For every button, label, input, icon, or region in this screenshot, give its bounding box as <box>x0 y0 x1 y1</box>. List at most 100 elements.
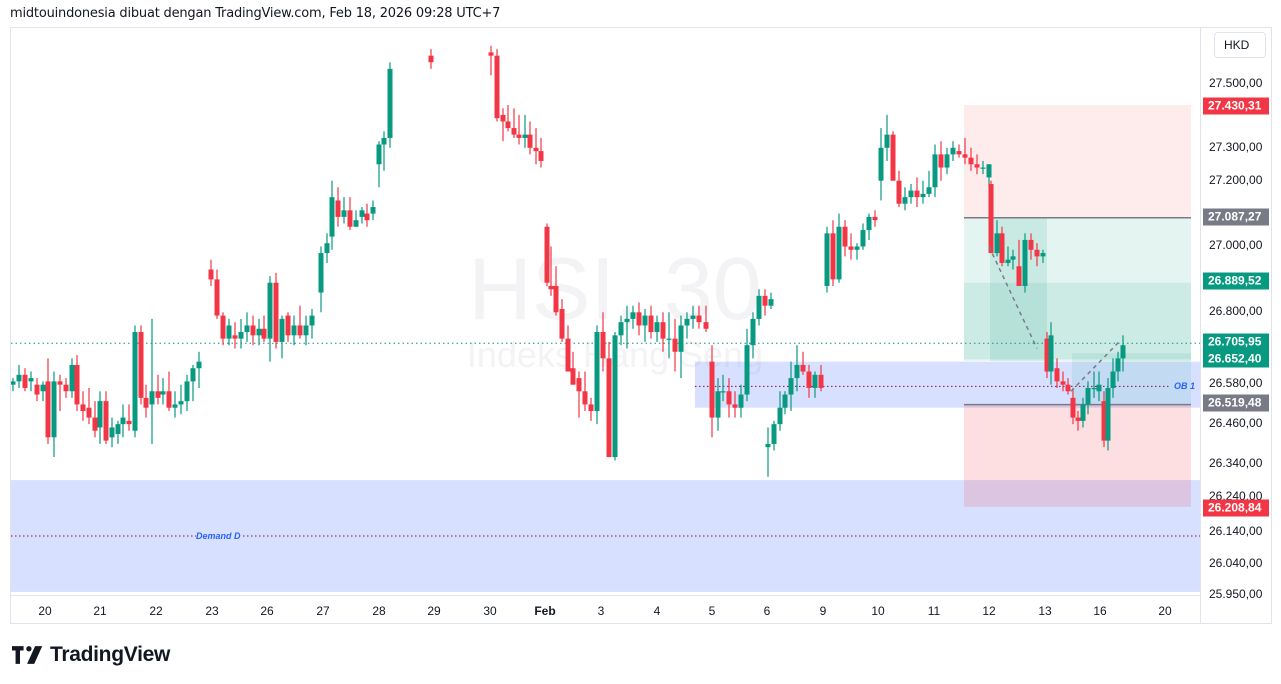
projection-arrow-up <box>1070 341 1120 392</box>
candle-body <box>172 404 178 408</box>
candle-body <box>196 361 202 369</box>
candle-body <box>1040 253 1046 257</box>
candle-body <box>1070 397 1076 418</box>
price-tag: 26.208,84 <box>1203 499 1269 517</box>
time-axis[interactable]: 20 21 22 23 26 27 28 29 30 Feb 3 4 5 6 9 10 11 12 13 16 20 <box>11 595 1200 623</box>
candle-body <box>926 187 932 194</box>
candle-body <box>527 134 533 148</box>
profit-bar-highlight-2 <box>1072 353 1191 405</box>
candle-body <box>690 315 696 319</box>
candle-body <box>261 328 267 339</box>
candle-body <box>347 210 353 227</box>
candle-body <box>184 381 190 402</box>
candle-body <box>999 233 1005 263</box>
candle-body <box>80 404 86 411</box>
candle-body <box>824 233 830 286</box>
candle-body <box>908 190 914 198</box>
time-tick: 23 <box>205 604 219 618</box>
candle-body <box>612 335 618 458</box>
candle-body <box>538 151 544 161</box>
price-tag: 26.652,40 <box>1203 350 1269 368</box>
tradingview-logo[interactable]: TradingView <box>12 643 170 667</box>
time-tick: 26 <box>260 604 274 618</box>
price-tag: 26.519,48 <box>1203 394 1269 412</box>
chart-container[interactable]: HSI, 30 Indeks Hang Seng Demand D OB 1 H… <box>10 27 1272 624</box>
candle-body <box>678 325 684 352</box>
time-tick: 21 <box>93 604 107 618</box>
candle-body <box>606 358 612 458</box>
candle-body <box>788 378 794 395</box>
candle-body <box>570 368 576 385</box>
candle-body <box>103 401 109 441</box>
currency-selector[interactable]: HKD <box>1214 32 1266 58</box>
candle-body <box>533 147 539 152</box>
candle-body <box>624 318 630 323</box>
candle-body <box>220 315 226 339</box>
candle-body <box>986 164 992 178</box>
candle-body <box>559 309 565 339</box>
candle-body <box>500 114 506 122</box>
candle-body <box>1110 371 1116 388</box>
candle-body <box>516 134 522 138</box>
candle-body <box>318 253 324 293</box>
short-position-stop-area <box>964 104 1191 218</box>
candle-body <box>1096 384 1102 392</box>
candle-body <box>45 381 51 438</box>
time-tick: 30 <box>483 604 497 618</box>
plot-area[interactable]: HSI, 30 Indeks Hang Seng Demand D OB 1 <box>11 28 1200 595</box>
candle-body <box>226 325 232 339</box>
candle-body <box>920 193 926 198</box>
candle-body <box>22 374 28 388</box>
candle-body <box>836 226 842 280</box>
candlestick-chart[interactable] <box>11 28 1200 595</box>
candle-body <box>956 151 962 155</box>
candle-body <box>63 384 69 392</box>
candle-body <box>214 279 220 316</box>
candle-body <box>762 295 768 306</box>
candle-body <box>938 154 944 168</box>
candle-body <box>387 68 393 138</box>
price-tick: 26.140,00 <box>1209 524 1263 538</box>
candle-body <box>777 407 783 425</box>
candle-body <box>866 216 872 231</box>
candle-body <box>143 397 149 408</box>
candle-body <box>744 345 750 395</box>
candle-body <box>1022 239 1028 286</box>
candle-body <box>16 374 22 382</box>
candle-body <box>1028 239 1034 250</box>
candle-body <box>618 322 624 336</box>
candle-body <box>138 332 144 398</box>
candle-body <box>279 318 285 342</box>
price-axis[interactable]: HKD 27.500,00 27.300,00 27.200,00 27.000,00… <box>1200 28 1272 623</box>
candle-body <box>756 295 762 319</box>
candle-body <box>250 325 256 336</box>
candle-body <box>1101 401 1107 441</box>
candle-body <box>980 167 986 169</box>
time-tick: 29 <box>427 604 441 618</box>
time-tick: 9 <box>819 604 827 618</box>
candle-body <box>932 154 938 188</box>
candle-body <box>582 391 588 405</box>
time-tick: 10 <box>871 604 885 618</box>
candle-body <box>750 318 756 346</box>
profit-highlight <box>964 282 1191 361</box>
time-tick: 4 <box>653 604 661 618</box>
candle-body <box>884 134 890 148</box>
candle-body <box>600 332 606 359</box>
candle-body <box>830 233 836 280</box>
candle-body <box>297 325 303 336</box>
candle-body <box>1060 381 1066 385</box>
price-tick: 25.950,00 <box>1209 587 1263 601</box>
candle-body <box>576 378 582 392</box>
demand-zone-label: Demand D <box>196 531 241 542</box>
time-tick: 28 <box>372 604 386 618</box>
candle-body <box>74 364 80 405</box>
candle-body <box>120 417 126 425</box>
candle-body <box>303 325 309 336</box>
candle-body <box>178 401 184 405</box>
candle-body <box>1091 387 1097 390</box>
candle-body <box>522 134 528 138</box>
candle-body <box>1075 417 1081 421</box>
price-tick: 26.340,00 <box>1209 456 1263 470</box>
price-tick: 27.300,00 <box>1209 140 1263 154</box>
